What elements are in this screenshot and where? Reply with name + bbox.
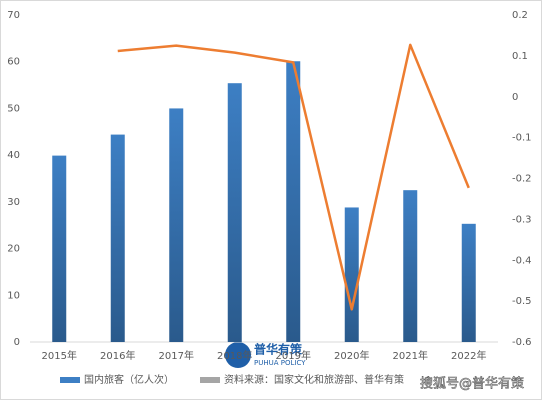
- watermark: 搜狐号@普华有策: [420, 376, 524, 392]
- x-tick-label: 2020年: [334, 349, 369, 362]
- y2-tick-label: 0.2: [512, 10, 528, 21]
- logo-icon: [225, 342, 251, 368]
- legend-label: 资料来源：国家文化和旅游部、普华有策: [224, 373, 404, 386]
- y2-tick-label: -0.6: [512, 337, 532, 348]
- y2-tick-label: -0.1: [512, 133, 532, 144]
- bar: [461, 223, 476, 342]
- y2-tick-label: 0: [512, 92, 518, 103]
- y2-tick-label: -0.4: [512, 255, 532, 266]
- bar: [52, 155, 67, 342]
- x-tick-label: 2016年: [100, 349, 135, 362]
- y-tick-label: 50: [7, 103, 20, 114]
- legend-swatch: [60, 377, 80, 383]
- bar: [110, 134, 125, 342]
- line: [117, 43, 470, 311]
- y-tick-label: 40: [7, 150, 20, 161]
- y2-tick-label: -0.2: [512, 174, 532, 185]
- y2-tick-label: -0.5: [512, 296, 532, 307]
- y-tick-label: 0: [14, 337, 20, 348]
- logo-watermark: 普华有策 PUHUA POLICY: [225, 342, 306, 368]
- watermark: PUHUA POLICY: [254, 359, 306, 367]
- x-tick-label: 2022年: [451, 349, 486, 362]
- x-tick-label: 2017年: [159, 349, 194, 362]
- bar: [169, 108, 184, 342]
- y-tick-label: 10: [7, 290, 20, 301]
- x-tick-label: 2019年: [276, 349, 311, 362]
- watermark: 普华有策: [254, 342, 303, 357]
- bar: [403, 190, 418, 342]
- bar: [344, 207, 359, 342]
- y2-tick-label: 0.1: [512, 51, 528, 62]
- x-tick-label: 2015年: [42, 349, 77, 362]
- legend-swatch: [200, 377, 220, 383]
- legend-label: 国内旅客（亿人次）: [84, 373, 174, 386]
- y-tick-label: 20: [7, 244, 20, 255]
- x-tick-label: 2021年: [393, 349, 428, 362]
- bar: [227, 83, 242, 343]
- y2-tick-label: -0.3: [512, 214, 532, 225]
- y-tick-label: 30: [7, 197, 20, 208]
- y-tick-label: 70: [7, 10, 20, 21]
- x-tick-label: 2018年: [217, 349, 252, 362]
- bar: [286, 61, 301, 343]
- y-tick-label: 60: [7, 57, 20, 68]
